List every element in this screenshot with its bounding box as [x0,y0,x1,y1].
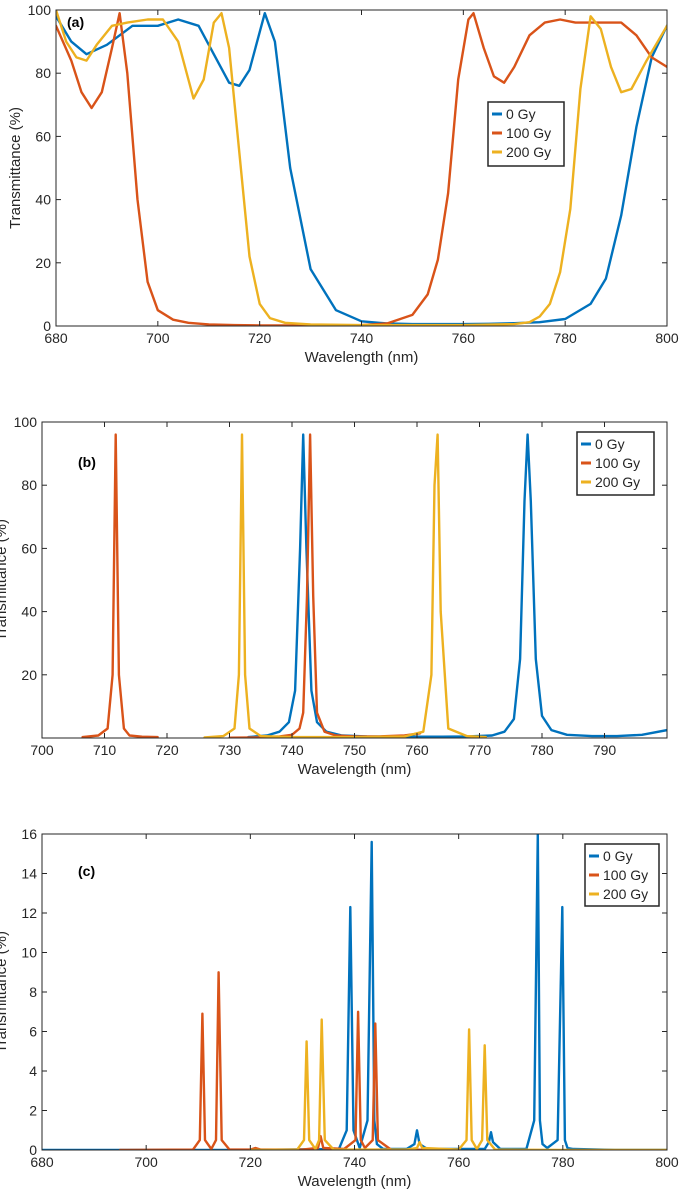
chart-panel-1: 680 700 720 740 760 780 800 0 20 40 60 80 100 Wavelen… [7,2,679,366]
y-tick-label: 12 [21,905,37,921]
y-tick-label: 0 [43,318,51,334]
y-tick-label: 40 [35,192,51,208]
x-tick-label: 700 [134,1154,158,1170]
x-tick-label: 700 [30,742,54,758]
x-tick-label: 800 [655,330,679,346]
panel-label: (b) [78,454,96,470]
series-line-100gy [81,433,159,738]
x-tick-label: 800 [655,1154,679,1170]
x-tick-label: 760 [452,330,476,346]
y-tick-label: 60 [21,540,37,556]
y-axis-label: Transmittance (%) [0,519,10,641]
legend: 0 Gy 100 Gy 200 Gy [487,101,565,167]
x-tick-label: 740 [280,742,304,758]
x-tick-label: 780 [553,330,577,346]
legend-label: 100 Gy [506,125,551,141]
x-tick-label: 700 [146,330,170,346]
x-tick-label: 770 [468,742,492,758]
y-tick-label: 20 [35,255,51,271]
legend: 0 Gy 100 Gy 200 Gy [584,843,660,907]
legend-label: 0 Gy [603,848,633,864]
y-tick-label: 14 [21,866,37,882]
x-axis-label: Wavelength (nm) [298,1173,412,1190]
y-tick-label: 2 [29,1103,37,1119]
x-tick-label: 750 [343,742,367,758]
y-tick-label: 6 [29,1024,37,1040]
y-axis-label: Transmittance (%) [0,931,10,1053]
y-tick-label: 100 [28,2,52,18]
x-tick-label: 740 [350,330,374,346]
series-line-200gy [203,433,487,738]
x-tick-label: 780 [530,742,554,758]
y-tick-label: 40 [21,604,37,620]
x-tick-label: 740 [343,1154,367,1170]
y-tick-label: 10 [21,945,37,961]
chart-panel-3: 680 700 720 740 760 780 800 0 2 4 6 8 10 12 14 16 Wavele… [0,826,679,1190]
y-tick-label: 80 [35,65,51,81]
legend-label: 100 Gy [603,867,648,883]
x-tick-label: 730 [218,742,242,758]
x-tick-label: 680 [30,1154,54,1170]
x-tick-label: 680 [44,330,68,346]
legend-label: 200 Gy [506,144,551,160]
x-tick-label: 720 [248,330,272,346]
series-line-100gy [228,433,422,738]
legend-label: 100 Gy [595,455,640,471]
series-lines [56,10,667,326]
y-axis-label: Transmittance (%) [7,107,24,229]
series-lines [81,433,667,738]
x-tick-label: 710 [93,742,117,758]
y-tick-label: 16 [21,826,37,842]
y-tick-label: 4 [29,1063,37,1079]
x-tick-label: 790 [593,742,617,758]
y-tick-label: 100 [14,414,38,430]
series-lines [42,834,667,1150]
legend-label: 0 Gy [595,436,625,452]
legend-label: 200 Gy [595,474,640,490]
axes-frame [41,833,668,1151]
series-line-200gy [56,10,667,326]
series-line-200gy [249,1018,667,1150]
panel-label: (a) [67,14,84,30]
y-tick-label: 80 [21,477,37,493]
x-axis-label: Wavelength (nm) [298,761,412,778]
legend-label: 200 Gy [603,886,648,902]
x-axis-label: Wavelength (nm) [305,349,419,366]
x-tick-label: 760 [405,742,429,758]
x-tick-label: 720 [155,742,179,758]
x-tick-label: 760 [447,1154,471,1170]
series-line-0gy [247,433,667,738]
y-tick-label: 8 [29,984,37,1000]
y-tick-label: 0 [29,1142,37,1158]
series-line-100gy [56,12,667,326]
legend-label: 0 Gy [506,106,536,122]
series-line-0gy [42,834,667,1150]
y-tick-label: 60 [35,128,51,144]
x-tick-label: 720 [239,1154,263,1170]
chart-panel-2: 700 710 720 730 740 750 760 770 780 790 20 40 60 80 10… [0,414,668,778]
panel-label: (c) [78,863,95,879]
series-line-100gy [118,971,460,1150]
y-tick-label: 20 [21,667,37,683]
axes-frame [41,421,668,739]
x-tick-label: 780 [551,1154,575,1170]
legend: 0 Gy 100 Gy 200 Gy [576,431,655,496]
